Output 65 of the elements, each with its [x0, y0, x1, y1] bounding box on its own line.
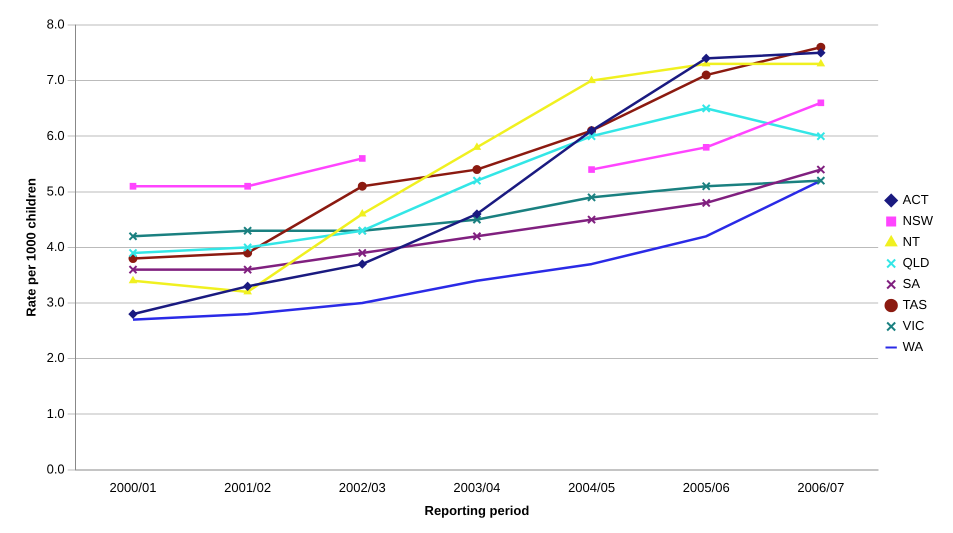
y-tick-label: 4.0	[46, 238, 65, 254]
point	[472, 176, 482, 186]
point	[587, 132, 596, 141]
point	[244, 182, 251, 190]
y-tick-label: 1.0	[46, 406, 65, 421]
y-tick-label: 7.0	[46, 72, 65, 88]
x-axis-title: Reporting period	[424, 502, 530, 518]
point	[702, 70, 711, 80]
point	[588, 76, 596, 84]
point	[472, 142, 481, 150]
x-tick-label: 2004/05	[568, 480, 616, 496]
point	[358, 182, 367, 191]
point	[358, 155, 366, 162]
legend-label: NT	[902, 234, 920, 250]
point	[128, 248, 138, 258]
legend-label: SA	[902, 276, 920, 292]
point	[243, 265, 252, 274]
point	[587, 215, 596, 224]
point	[816, 176, 826, 186]
point	[243, 226, 252, 236]
point	[130, 182, 136, 190]
point	[472, 232, 482, 241]
point	[818, 100, 824, 106]
point	[702, 54, 711, 63]
y-tick-label: 0.0	[46, 461, 65, 476]
point	[588, 166, 595, 173]
point	[243, 282, 252, 291]
point	[128, 232, 138, 241]
point	[472, 165, 482, 174]
y-tick-label: 8.0	[46, 16, 65, 32]
legend-label: VIC	[902, 318, 924, 334]
x-tick-label: 2000/01	[109, 480, 156, 496]
point	[816, 48, 826, 58]
point	[129, 276, 137, 284]
y-tick-label: 5.0	[46, 183, 65, 198]
legend-label: WA	[902, 339, 924, 354]
point	[243, 242, 252, 252]
point	[358, 210, 366, 217]
y-axis-title: Rate per 1000 children	[23, 178, 38, 317]
point	[816, 165, 826, 174]
legend-label: ACT	[902, 192, 929, 208]
point	[702, 104, 711, 113]
point	[702, 144, 710, 151]
x-tick-label: 2005/06	[682, 480, 730, 496]
x-tick-label: 2006/07	[797, 480, 844, 496]
point	[587, 192, 596, 202]
legend-label: QLD	[902, 255, 930, 270]
point	[702, 198, 711, 208]
x-tick-label: 2001/02	[224, 480, 272, 496]
legend-label: TAS	[902, 297, 928, 312]
point	[358, 248, 367, 258]
x-tick-label: 2002/03	[338, 480, 386, 496]
point	[702, 182, 711, 191]
legend-label: NSW	[902, 213, 934, 228]
y-tick-label: 2.0	[46, 350, 65, 366]
point	[472, 210, 482, 219]
point	[816, 59, 825, 66]
y-tick-label: 3.0	[46, 294, 65, 310]
point	[128, 310, 138, 319]
point	[472, 215, 482, 224]
x-tick-label: 2003/04	[453, 480, 500, 496]
point	[358, 260, 367, 269]
point	[128, 265, 138, 274]
y-tick-label: 6.0	[46, 128, 65, 143]
point	[816, 132, 826, 141]
